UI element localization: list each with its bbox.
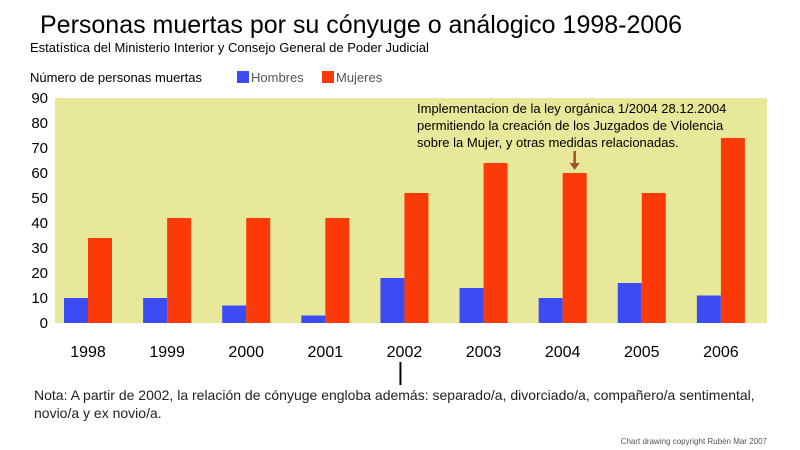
bar-hombres-2000: [222, 305, 247, 323]
bar-hombres-2004: [538, 298, 563, 323]
x-tick-label-2006: 2006: [703, 344, 739, 361]
annotation-line-3: sobre la Mujer, y otras medidas relacion…: [417, 135, 679, 150]
x-tick-label-1998: 1998: [70, 344, 106, 361]
x-axis: 1998 1999 2000 2001 2002 2003 2004 2005 2006: [70, 344, 739, 361]
y-tick-label: 40: [31, 215, 48, 232]
bar-mujeres-2004: [562, 173, 587, 323]
bar-mujeres-2003: [483, 163, 508, 323]
bars: [64, 138, 745, 323]
bar-hombres-2003: [459, 288, 484, 323]
x-tick-label-2003: 2003: [466, 344, 502, 361]
y-tick-label: 90: [31, 90, 48, 107]
bar-mujeres-2001: [325, 218, 350, 323]
copyright: Chart drawing copyright Rubén Mar 2007: [621, 437, 768, 446]
annotation-arrow-head: [569, 163, 580, 170]
bar-hombres-2005: [617, 283, 642, 323]
legend-label-mujeres: Mujeres: [336, 70, 383, 85]
y-tick-label: 60: [31, 165, 48, 182]
x-tick-label-2000: 2000: [228, 344, 264, 361]
bar-hombres-2001: [301, 315, 326, 323]
x-tick-label-1999: 1999: [149, 344, 185, 361]
x-tick-label-2002: 2002: [387, 344, 423, 361]
bar-mujeres-2002: [404, 193, 429, 323]
legend-swatch-hombres: [237, 71, 249, 83]
annotation-arrow: [569, 151, 580, 170]
bar-mujeres-2000: [246, 218, 271, 323]
y-tick-label: 20: [31, 265, 48, 282]
x-tick-label-2004: 2004: [545, 344, 581, 361]
bar-mujeres-1998: [88, 238, 112, 323]
y-tick-label: 10: [31, 290, 48, 307]
y-axis-label: Número de personas muertas: [30, 70, 202, 85]
bar-hombres-1999: [143, 298, 168, 323]
note-line-1: Nota: A partir de 2002, la relación de c…: [34, 387, 755, 403]
legend-label-hombres: Hombres: [251, 70, 304, 85]
legend-swatch-mujeres: [322, 71, 334, 83]
bar-hombres-1998: [64, 298, 88, 323]
y-tick-label: 30: [31, 240, 48, 257]
x-tick-label-2001: 2001: [308, 344, 344, 361]
y-tick-label: 0: [40, 315, 48, 332]
y-tick-label: 70: [31, 140, 48, 157]
annotation-line-2: permitiendo la creación de los Juzgados …: [417, 118, 724, 133]
annotation: Implementacion de la ley orgánica 1/2004…: [417, 101, 726, 170]
y-axis: 90 80 70 60 50 40 30 20 10 0: [31, 90, 48, 332]
y-tick-label: 50: [31, 190, 48, 207]
bar-mujeres-1999: [167, 218, 192, 323]
chart-subtitle: Estatística del Ministerio Interior y Co…: [30, 40, 429, 55]
x-tick-label-2005: 2005: [624, 344, 660, 361]
chart-title: Personas muertas por su cónyuge o análog…: [40, 11, 682, 39]
y-tick-label: 80: [31, 115, 48, 132]
legend: Hombres Mujeres: [237, 70, 383, 85]
bar-mujeres-2005: [641, 193, 666, 323]
bar-hombres-2002: [380, 278, 405, 323]
bar-hombres-2006: [696, 295, 721, 323]
note-line-2: novio/a y ex novio/a.: [34, 405, 162, 421]
bar-mujeres-2006: [720, 138, 745, 323]
annotation-line-1: Implementacion de la ley orgánica 1/2004…: [417, 101, 726, 116]
